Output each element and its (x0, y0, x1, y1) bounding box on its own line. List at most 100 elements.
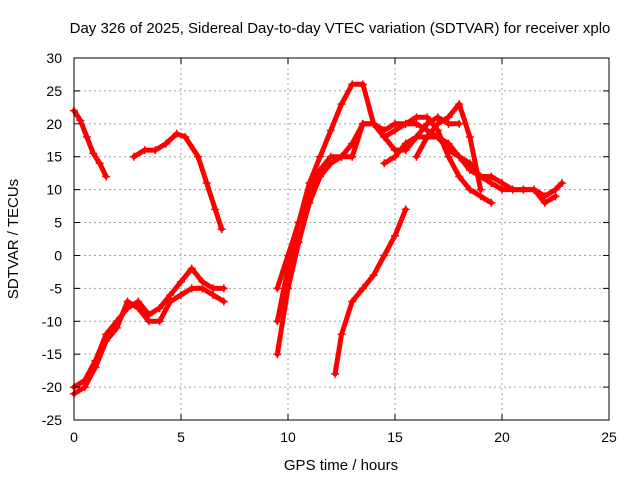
data-point-marker (401, 205, 410, 214)
data-point-marker (380, 159, 389, 168)
data-point-marker (455, 100, 464, 109)
data-point-marker (76, 116, 85, 125)
data-point-marker (391, 126, 399, 135)
data-point-marker (112, 323, 121, 332)
data-point-marker (273, 317, 282, 326)
data-point-marker (326, 126, 335, 135)
data-point-marker (177, 277, 185, 286)
data-point-marker (144, 317, 153, 326)
data-point-marker (444, 113, 453, 122)
data-point-marker (348, 139, 357, 148)
data-point-marker (155, 304, 164, 313)
y-tick-label: 20 (46, 116, 62, 132)
series-trace (131, 131, 225, 232)
data-point-marker (219, 297, 228, 306)
data-point-marker (369, 119, 378, 128)
y-tick-label: 15 (46, 149, 62, 165)
data-point-marker (284, 251, 292, 260)
data-point-marker (305, 185, 314, 194)
series-arc-8 (331, 205, 410, 378)
data-point-marker (358, 284, 367, 293)
y-axis-label: SDTVAR / TECUs (5, 179, 22, 299)
y-tick-label: -5 (50, 280, 63, 296)
data-point-marker (465, 165, 474, 174)
tick-layer: 0 5 10 15 20 25 -25 -20 -15 -10 -5 0 5 10 15 20 25 30 (42, 50, 617, 445)
data-point-marker (151, 146, 160, 155)
data-point-marker (181, 132, 190, 141)
series-trace (71, 108, 109, 179)
data-point-marker (337, 100, 346, 109)
x-tick-label: 15 (387, 429, 403, 445)
data-point-marker (530, 185, 539, 194)
data-point-marker (198, 284, 207, 293)
data-point-marker (331, 369, 340, 378)
plot-frame (73, 57, 610, 421)
data-point-marker (209, 290, 218, 299)
data-point-marker (412, 132, 421, 141)
x-tick-label: 5 (177, 429, 185, 445)
data-point-marker (294, 218, 303, 227)
data-point-marker (401, 139, 410, 148)
data-point-marker (465, 185, 474, 194)
data-point-marker (551, 192, 560, 201)
data-point-marker (423, 132, 432, 141)
data-point-marker (455, 119, 464, 128)
data-point-marker (455, 152, 464, 161)
data-point-marker (465, 132, 474, 141)
data-point-marker (337, 152, 346, 161)
data-point-marker (217, 225, 226, 234)
data-point-marker (348, 152, 357, 161)
data-point-marker (401, 119, 410, 128)
data-point-marker (211, 205, 220, 214)
data-point-marker (123, 297, 132, 306)
series-arc-10 (412, 100, 485, 194)
data-point-marker (172, 129, 181, 138)
data-point-marker (316, 152, 325, 161)
data-point-marker (498, 179, 506, 188)
y-tick-label: -20 (42, 379, 62, 395)
data-point-marker (194, 152, 203, 161)
data-point-marker (273, 350, 282, 359)
data-point-marker (134, 304, 143, 313)
data-point-marker (95, 159, 104, 168)
x-tick-label: 0 (70, 429, 78, 445)
x-tick-label: 20 (494, 429, 510, 445)
data-point-marker (380, 132, 389, 141)
data-point-marker (519, 185, 528, 194)
data-point-marker (391, 152, 399, 161)
data-point-marker (444, 139, 453, 148)
data-point-marker (102, 172, 111, 181)
data-point-marker (155, 317, 164, 326)
data-point-marker (348, 80, 357, 89)
data-point-marker (412, 119, 421, 128)
data-point-marker (433, 119, 442, 128)
y-tick-label: -10 (42, 313, 62, 329)
data-point-marker (219, 284, 228, 293)
data-point-marker (412, 152, 421, 161)
data-point-marker (487, 198, 496, 207)
data-point-marker (358, 80, 367, 89)
grid-layer (74, 58, 609, 420)
data-point-marker (369, 271, 378, 280)
data-point-marker (358, 119, 367, 128)
x-axis-label: GPS time / hours (284, 457, 398, 474)
y-tick-label: -25 (42, 412, 62, 428)
data-point-marker (202, 179, 211, 188)
data-point-marker (140, 146, 149, 155)
y-tick-label: -15 (42, 346, 62, 362)
y-tick-label: 0 (54, 247, 62, 263)
y-tick-label: 30 (46, 50, 62, 66)
data-point-marker (187, 284, 196, 293)
data-point-marker (540, 198, 549, 207)
data-point-marker (337, 330, 346, 339)
data-point-marker (102, 337, 111, 346)
data-point-marker (476, 185, 485, 194)
data-point-marker (380, 251, 389, 260)
x-tick-label: 25 (601, 429, 617, 445)
data-point-marker (177, 290, 185, 299)
series-trace (332, 206, 409, 377)
data-point-marker (487, 172, 496, 181)
x-tick-label: 10 (280, 429, 296, 445)
data-point-marker (348, 297, 357, 306)
data-point-marker (557, 179, 566, 188)
